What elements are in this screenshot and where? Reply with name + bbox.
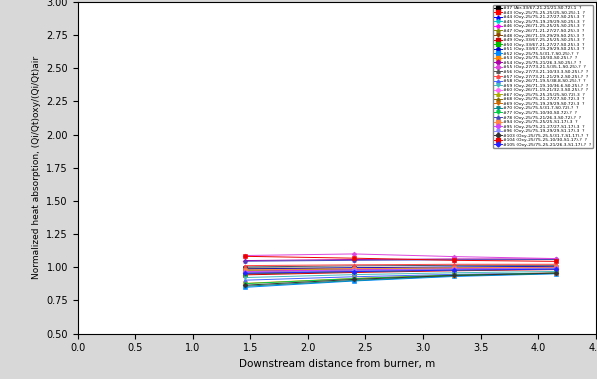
Y-axis label: Normalized heat absorption, (Qi/Qt)oxy/(Qi/Qt)air: Normalized heat absorption, (Qi/Qt)oxy/(…: [32, 56, 41, 279]
Legend: #37 (Air-33/67-21-21/21-S0.72)-1  ?, #43 (Oxy-25/75-25-25/25-S0.25)-1  ?, #44 (O: #37 (Air-33/67-21-21/21-S0.72)-1 ?, #43 …: [493, 5, 593, 148]
X-axis label: Downstream distance from burner, m: Downstream distance from burner, m: [239, 359, 435, 369]
